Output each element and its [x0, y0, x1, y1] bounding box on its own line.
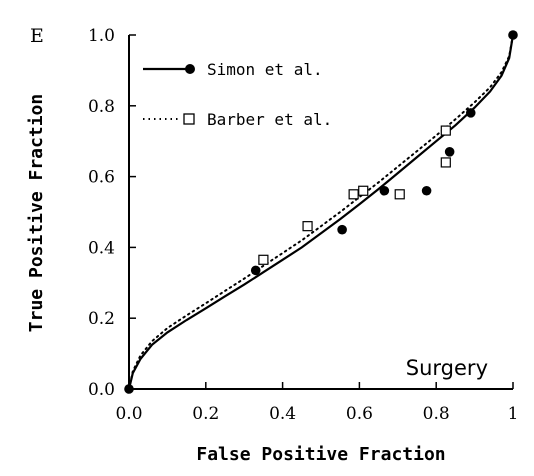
data-point-simon	[465, 108, 476, 118]
x-tick-label: 0.2	[192, 404, 219, 424]
data-point-barber	[394, 189, 405, 200]
x-tick-label: 0.8	[423, 404, 450, 424]
x-tick-label: 0.0	[115, 404, 142, 424]
legend-entry-simon: Simon et al.	[143, 60, 323, 79]
data-point-simon	[421, 185, 432, 196]
plot-area: 0.0 0.2 0.4 0.6 0.8 1 0.0 0.2 0.4 0.6 0.8 1.0	[88, 26, 518, 424]
surgery-annotation: Surgery	[406, 356, 488, 380]
y-tick-label: 0.6	[88, 168, 115, 188]
y-tick-label: 0.8	[88, 97, 115, 117]
data-point-barber	[302, 221, 313, 232]
x-tick-label: 0.6	[346, 404, 373, 424]
data-point-simon	[250, 265, 261, 276]
y-axis-title: True Positive Fraction	[26, 94, 47, 332]
y-tick-label: 1.0	[88, 26, 115, 46]
y-tick-label: 0.0	[88, 380, 115, 400]
legend-label-barber: Barber et al.	[207, 110, 332, 129]
data-point-simon	[337, 224, 347, 235]
data-point-barber	[358, 185, 369, 196]
x-tick-label: 0.4	[269, 404, 296, 424]
series-line-1	[128, 34, 514, 390]
x-axis-title: False Positive Fraction	[196, 444, 445, 465]
legend: Simon et al. Barber et al.	[143, 60, 332, 129]
panel-label: E	[30, 25, 44, 47]
y-tick-label: 0.4	[88, 238, 115, 258]
data-point-barber	[258, 254, 269, 265]
data-point-barber	[440, 157, 451, 168]
data-point-barber	[348, 189, 359, 200]
legend-marker-simon	[185, 64, 195, 74]
data-point-simon	[124, 384, 134, 394]
x-tick-label: 1	[508, 404, 519, 424]
legend-entry-barber: Barber et al.	[143, 110, 332, 129]
data-point-simon	[444, 147, 455, 157]
y-tick-label: 0.2	[88, 309, 115, 329]
data-point-simon	[379, 185, 390, 196]
data-point-barber	[440, 125, 451, 136]
legend-label-simon: Simon et al.	[207, 60, 323, 79]
series-line-0	[127, 34, 515, 390]
legend-marker-barber	[183, 113, 195, 125]
data-point-simon	[508, 30, 518, 40]
